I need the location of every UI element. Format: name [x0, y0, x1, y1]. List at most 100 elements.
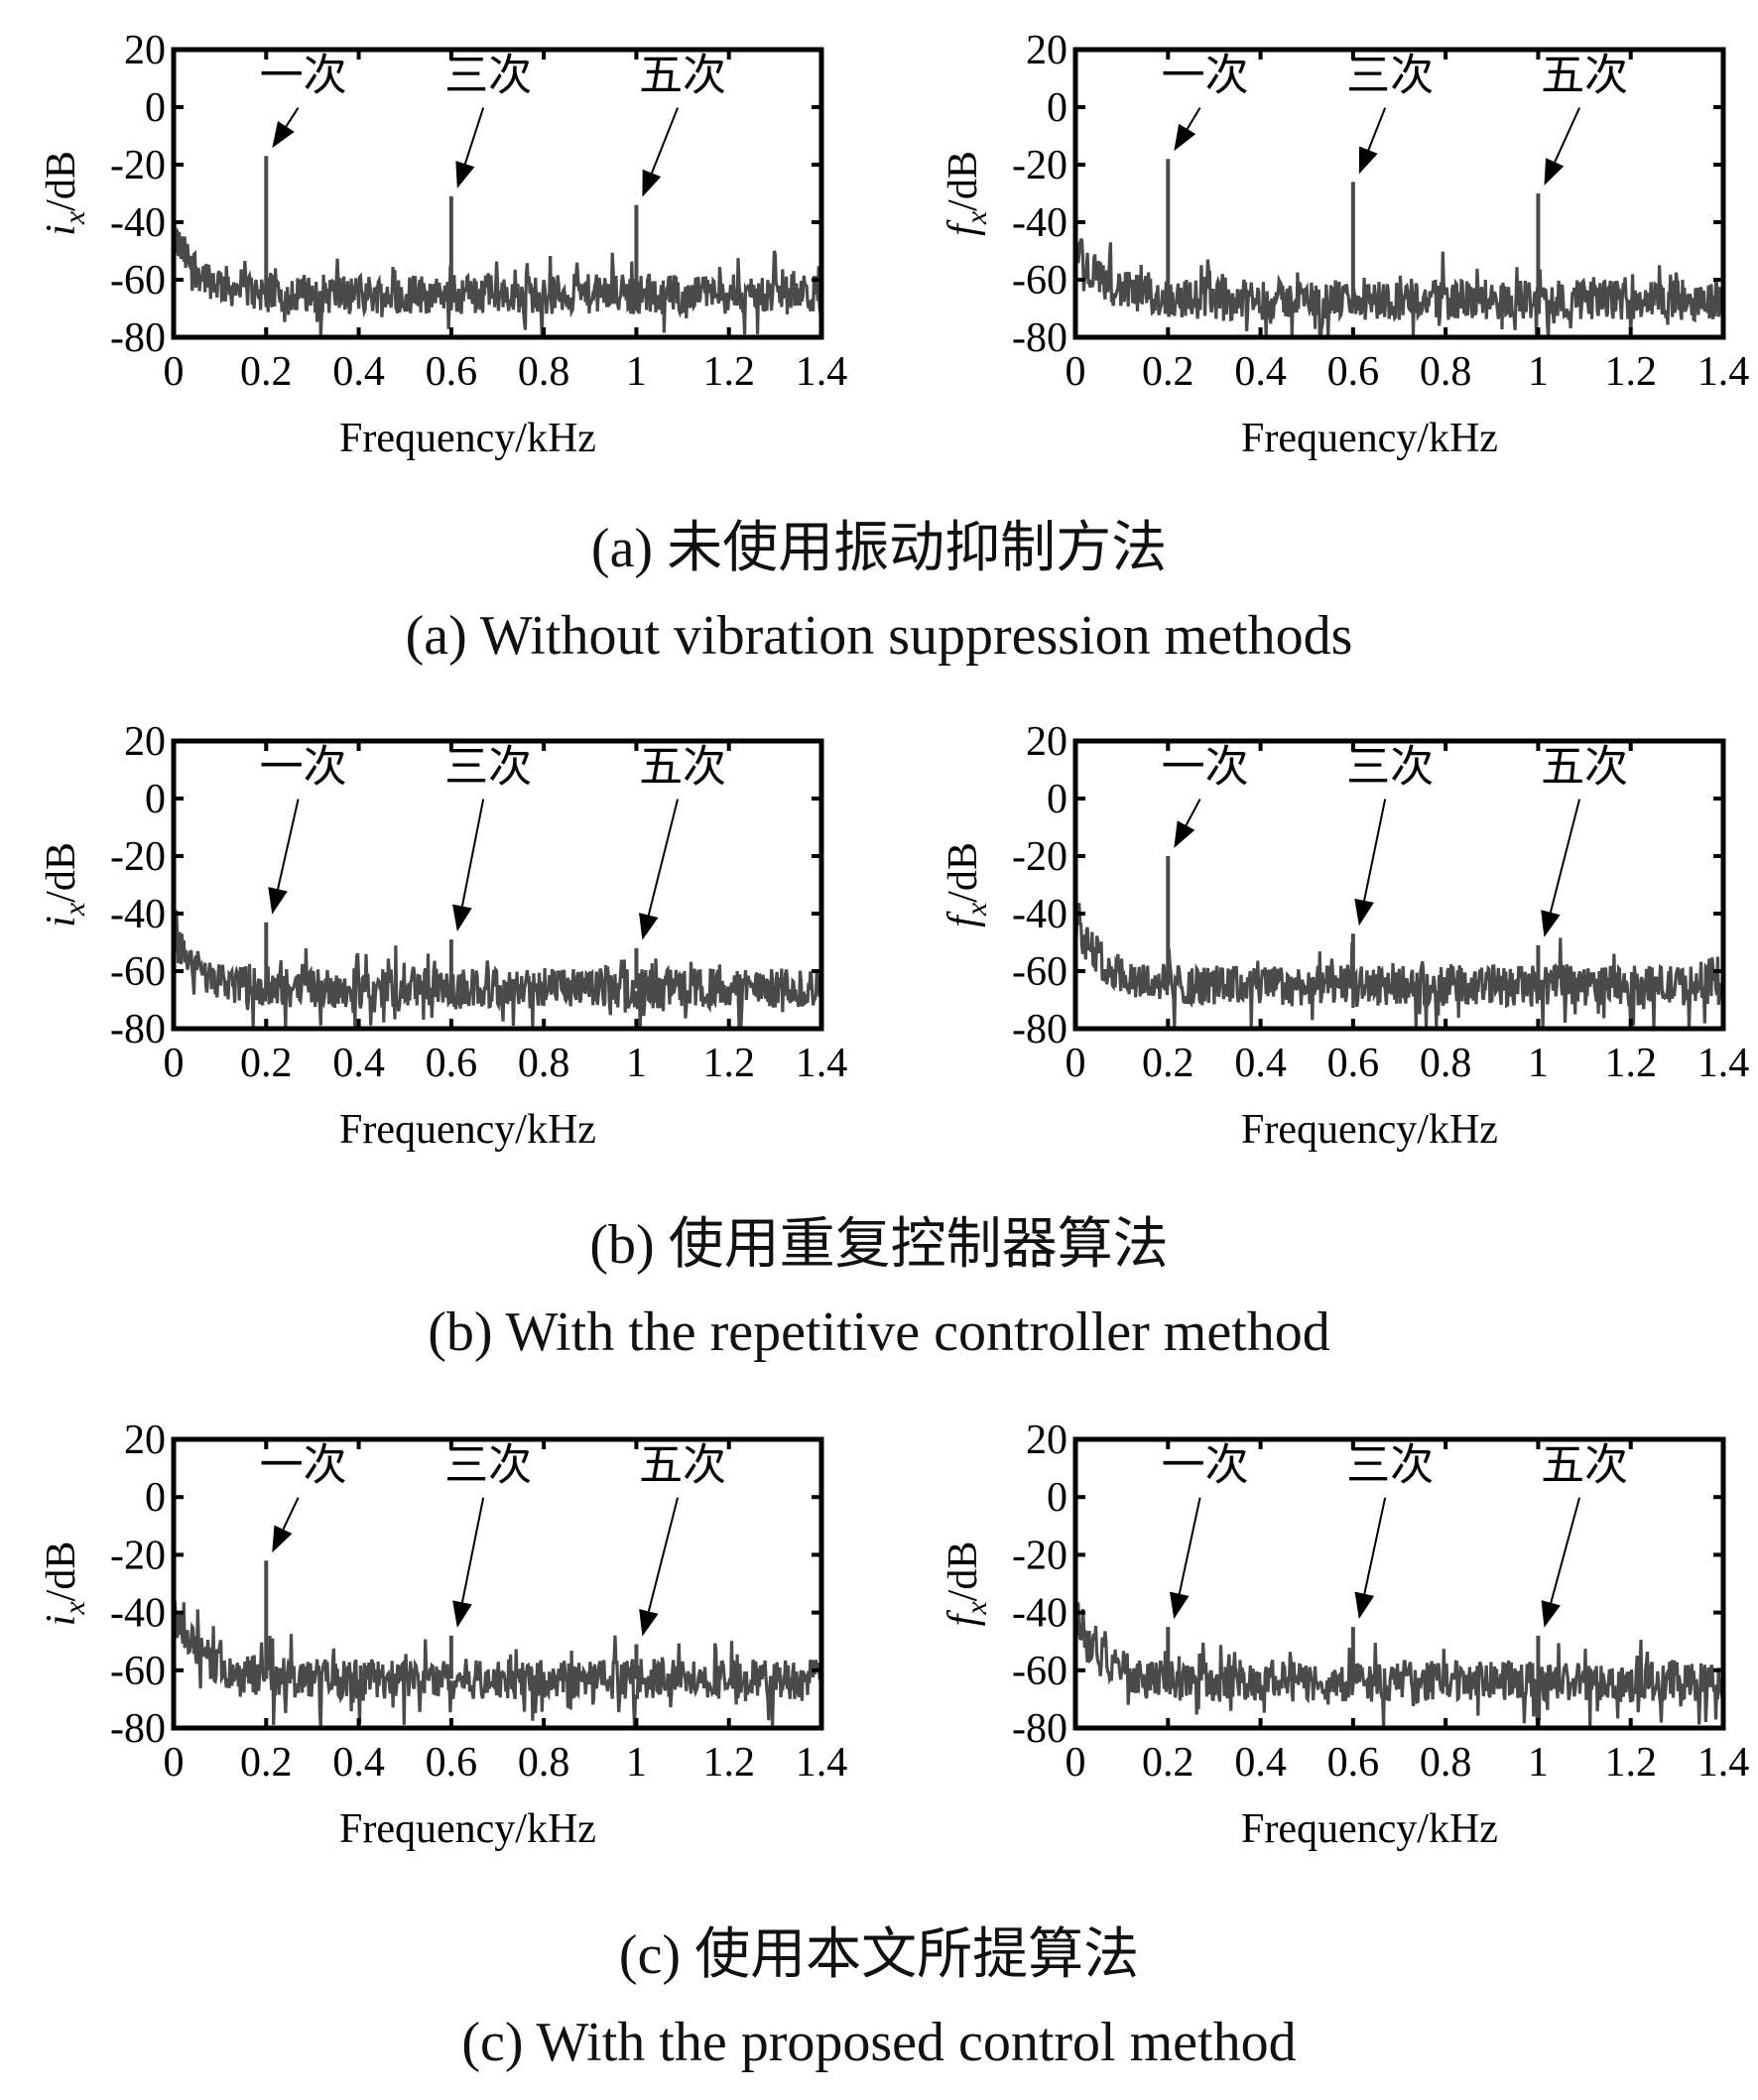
x-axis-label: Frequency/kHz: [1241, 1107, 1498, 1153]
x-tick-label: 1: [1528, 1740, 1549, 1786]
x-tick-label: 1: [626, 1041, 647, 1086]
y-tick-label: -40: [110, 892, 166, 937]
arrow-head: [639, 913, 659, 940]
x-tick-label: 0.8: [518, 1041, 570, 1086]
arrow-line: [1363, 799, 1387, 902]
x-tick-label: 1.4: [1697, 349, 1750, 395]
x-axis-label: Frequency/kHz: [1241, 1806, 1498, 1852]
chart-b-left: 一次 三次 五次 0 0.2 0.4 0.6 0.8 1 1.2 1.4 20 0 -20 -40 -60 -8…: [39, 719, 847, 1153]
chart-a-right: 一次 三次 五次 0 0.2 0.4 0.6 0.8 1 1.2 1.4 20 0 -20 -40 -60 -8…: [941, 28, 1749, 461]
arrow-head: [272, 121, 295, 149]
arrow-head: [1174, 123, 1196, 152]
x-tick-label: 0.8: [1420, 1041, 1472, 1086]
x-tick-label: 1.2: [1604, 1740, 1657, 1786]
arrow-head: [268, 887, 288, 915]
y-axis-label: fx/dB: [941, 1542, 993, 1627]
harmonic-label: 一次: [1162, 1441, 1249, 1490]
arrow-head: [639, 1608, 659, 1637]
arrow-line: [460, 1497, 485, 1603]
harmonic-label: 一次: [260, 52, 347, 100]
x-tick-label: 0.4: [332, 1740, 385, 1786]
y-tick-label: -40: [1012, 200, 1067, 246]
y-tick-label: -80: [110, 1007, 166, 1052]
arrow-line: [277, 799, 300, 890]
arrow-line: [1367, 107, 1387, 151]
y-tick-label: -80: [1012, 1706, 1067, 1752]
y-tick-label: 20: [1026, 28, 1067, 73]
axes-frame: [171, 1436, 824, 1731]
y-axis-label: fx/dB: [941, 842, 993, 927]
x-tick-label: 0: [164, 1740, 185, 1786]
y-tick-label: 0: [1047, 777, 1067, 822]
x-tick-label: 1.4: [796, 1740, 848, 1786]
x-tick-label: 1: [1528, 349, 1549, 395]
axes-frame: [1072, 1436, 1726, 1731]
x-tick-label: 1.4: [1697, 1041, 1750, 1086]
arrow-head: [1544, 158, 1565, 185]
x-tick-label: 1.2: [702, 1041, 755, 1086]
axes-frame: [171, 47, 824, 340]
y-tick-label: 0: [145, 1475, 166, 1521]
x-tick-label: 0.2: [1142, 349, 1194, 395]
y-tick-label: -40: [110, 1591, 166, 1637]
x-tick-label: 0.8: [1420, 349, 1472, 395]
arrow-line: [1550, 1497, 1581, 1604]
noise-trace: [1073, 1602, 1725, 1729]
harmonic-label: 五次: [639, 1441, 726, 1490]
x-tick-label: 1.4: [1697, 1740, 1750, 1786]
x-tick-label: 1: [626, 349, 647, 395]
y-tick-label: -20: [1012, 834, 1067, 880]
x-axis-label: Frequency/kHz: [339, 416, 596, 461]
y-tick-label: 20: [1026, 1418, 1067, 1463]
harmonic-label: 一次: [1162, 52, 1249, 100]
x-tick-label: 1.2: [1604, 1041, 1657, 1086]
noise-trace: [1073, 237, 1725, 339]
y-tick-label: -60: [1012, 258, 1067, 304]
y-axis-label: fx/dB: [941, 151, 993, 236]
arrow-line: [1186, 107, 1201, 130]
x-tick-label: 0.6: [426, 1041, 478, 1086]
y-axis-label: ix/dB: [39, 842, 91, 927]
x-tick-label: 0.8: [1420, 1740, 1472, 1786]
x-tick-label: 0.2: [240, 1041, 293, 1086]
harmonic-label: 三次: [444, 1441, 532, 1490]
arrow-head: [1174, 820, 1195, 848]
arrow-line: [1554, 107, 1580, 163]
y-tick-label: 0: [1047, 1475, 1067, 1521]
y-tick-label: 0: [1047, 85, 1067, 131]
x-tick-label: 0.4: [332, 1041, 385, 1086]
arrow-head: [455, 161, 475, 188]
x-tick-label: 1.2: [1604, 349, 1657, 395]
chart-c-right: 一次 三次 五次 0 0.2 0.4 0.6 0.8 1 1.2 1.4 20 0 -20 -40 -60 -8…: [941, 1418, 1749, 1852]
caption-b-en: (b) With the repetitive controller metho…: [428, 1301, 1330, 1363]
x-tick-label: 0.4: [332, 349, 385, 395]
chart-a-left: 一次 三次 五次 0 0.2 0.4 0.6 0.8 1 1.2 1.4 20 0 -20 -40 -60 -8…: [39, 28, 847, 461]
noise-trace: [172, 218, 823, 338]
x-axis-label: Frequency/kHz: [339, 1107, 596, 1153]
x-tick-label: 0: [1066, 349, 1086, 395]
harmonic-label: 三次: [444, 52, 532, 100]
y-axis-label: ix/dB: [39, 151, 91, 236]
x-tick-label: 0.2: [240, 349, 293, 395]
arrow-line: [1178, 1497, 1201, 1594]
harmonic-label: 五次: [1541, 52, 1628, 100]
y-tick-label: -40: [1012, 1591, 1067, 1637]
arrow-line: [285, 107, 300, 128]
x-tick-label: 0: [164, 349, 185, 395]
harmonic-label: 五次: [1541, 1441, 1628, 1490]
x-tick-label: 1: [626, 1740, 647, 1786]
y-tick-label: -20: [1012, 1533, 1067, 1578]
arrow-head: [1354, 898, 1374, 926]
x-tick-label: 1: [1528, 1041, 1549, 1086]
y-tick-label: -60: [110, 258, 166, 304]
y-tick-label: -80: [110, 1706, 166, 1752]
chart-b-right: 一次 三次 五次 0 0.2 0.4 0.6 0.8 1 1.2 1.4 20 0 -20 -40 -60 -8…: [941, 719, 1749, 1153]
caption-a-en: (a) Without vibration suppression method…: [405, 605, 1353, 667]
arrow-head: [642, 169, 662, 197]
harmonic-label: 五次: [639, 743, 726, 792]
harmonic-label: 三次: [444, 743, 532, 792]
x-tick-label: 0.6: [1327, 1041, 1380, 1086]
x-axis-label: Frequency/kHz: [1241, 416, 1498, 461]
harmonic-label: 三次: [1346, 743, 1434, 792]
y-tick-label: -60: [1012, 949, 1067, 995]
